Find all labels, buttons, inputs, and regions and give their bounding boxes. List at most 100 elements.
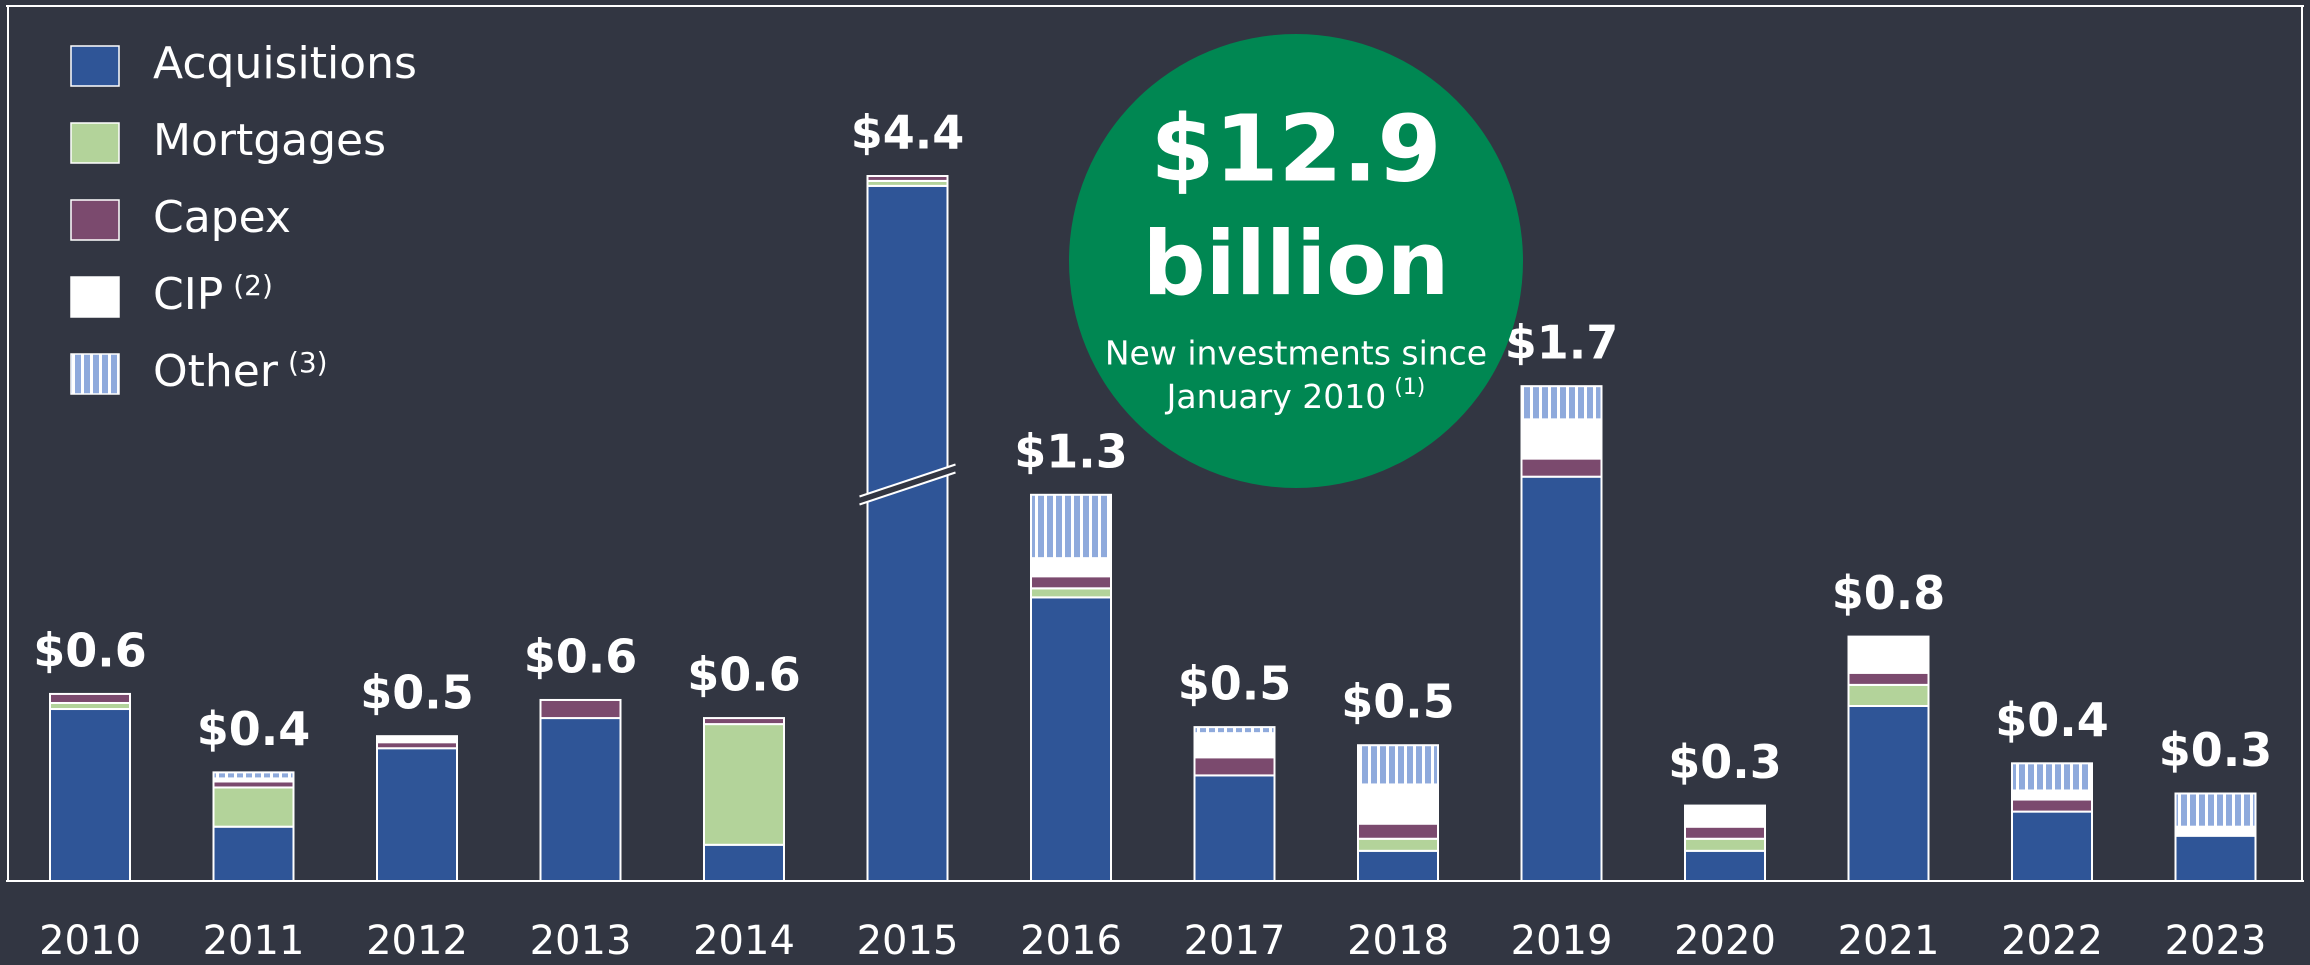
total-label: $1.3: [1014, 424, 1128, 478]
bar-segment: [1030, 596, 1112, 883]
total-label: $0.4: [1995, 693, 2109, 747]
total-label: $0.5: [1341, 675, 1455, 729]
bar-segment: [1193, 732, 1276, 759]
total-label: $0.6: [33, 623, 147, 677]
bar-segment: [1684, 825, 1766, 840]
x-tick-label: 2012: [366, 918, 468, 964]
legend-swatch: [70, 276, 120, 318]
annotation-circle: [1069, 34, 1523, 488]
frame: [6, 5, 2304, 881]
legend-swatch: [70, 199, 120, 241]
bar-segment: [1357, 822, 1439, 840]
x-tick-label: 2011: [203, 918, 305, 964]
bar-segment: [866, 175, 949, 182]
legend-label: Acquisitions: [153, 38, 417, 89]
bar-segment: [1357, 744, 1439, 786]
bar-segment: [212, 771, 295, 780]
x-tick-label: 2010: [39, 918, 141, 964]
total-label: $0.3: [2159, 723, 2273, 777]
legend-label: Capex: [153, 192, 291, 243]
total-label: $0.5: [1178, 657, 1292, 711]
bar-segment: [1030, 575, 1112, 590]
x-tick-label: 2021: [1838, 918, 1940, 964]
total-label: $4.4: [851, 106, 965, 160]
x-tick-label: 2022: [2001, 918, 2103, 964]
bar-segment: [1847, 635, 1930, 674]
annotation-value: $12.9: [1150, 95, 1441, 202]
bar-segment: [866, 184, 949, 882]
bar-segment: [2011, 762, 2093, 792]
bar-segment: [376, 735, 458, 744]
annotation-note: (1): [1394, 375, 1425, 400]
legend-label: CIP: [153, 269, 223, 320]
x-tick-label: 2017: [1184, 918, 1286, 964]
bar-segment: [49, 692, 131, 704]
bar-segment: [2174, 792, 2257, 828]
legend: Acquisitions Mortgages Capex CIP (2) Other (3): [70, 38, 417, 397]
bar-segment: [1520, 475, 1603, 882]
legend-label: Mortgages: [153, 115, 386, 166]
bar-segment: [1357, 849, 1439, 882]
x-tick-label: 2020: [1674, 918, 1776, 964]
bar-segment: [2011, 798, 2093, 813]
bar-segment: [1520, 385, 1603, 421]
bar-segment: [1357, 783, 1439, 825]
legend-swatch: [70, 122, 120, 164]
legend-label: Capex: [153, 192, 291, 243]
annotation-text: January 2010: [1165, 377, 1387, 416]
bar-segment: [1193, 756, 1276, 777]
total-label: $0.4: [197, 702, 311, 756]
total-label: $1.7: [1505, 316, 1619, 370]
bar-segment: [1193, 726, 1276, 735]
bar-segment: [1684, 837, 1766, 852]
bar-segment: [212, 825, 295, 882]
annotation: $12.9 billion New investments since Janu…: [1069, 34, 1523, 488]
total-label: $0.8: [1832, 566, 1946, 620]
x-tick-label: 2023: [2165, 918, 2267, 964]
bar-segment: [1684, 849, 1766, 882]
bar-segment: [376, 747, 458, 883]
bar-segment: [703, 717, 785, 726]
bar-segment: [1847, 683, 1930, 708]
bar-segment: [1193, 774, 1276, 882]
bar-segment: [1847, 705, 1930, 882]
bar-segment: [703, 843, 785, 882]
annotation-text: New investments since: [1105, 334, 1487, 373]
axis-break: [859, 464, 956, 505]
annotation-text: January 2010 (1): [1165, 375, 1426, 416]
bar-segment: [1520, 418, 1603, 460]
bar-segment: [2174, 825, 2257, 837]
bar-segment: [212, 786, 295, 828]
total-label: $0.6: [687, 648, 801, 702]
total-label: $0.5: [360, 666, 474, 720]
bar-segment: [1030, 557, 1112, 578]
x-tick-label: 2015: [857, 918, 959, 964]
x-tick-label: 2016: [1020, 918, 1122, 964]
total-label: $0.3: [1668, 735, 1782, 789]
total-label: $0.6: [524, 629, 638, 683]
axis-break: [859, 471, 956, 506]
bar-segment: [49, 708, 131, 882]
x-tick-label: 2014: [693, 918, 795, 964]
bar-segment: [703, 723, 785, 846]
legend-swatch: [70, 353, 120, 395]
legend-label: CIP (2): [153, 269, 273, 320]
legend-label: Acquisitions: [153, 38, 417, 89]
x-tick-label: 2018: [1347, 918, 1449, 964]
legend-label: Other: [153, 346, 279, 397]
legend-swatch: [70, 45, 120, 87]
bar-segment: [1684, 804, 1766, 828]
axis-break: [859, 463, 956, 498]
bar-segment: [2174, 834, 2257, 883]
bars: $0.6 2010 $0.4 2011 $0.5 2012 $0.6 2013 $0.6 2014…: [33, 106, 2272, 965]
bar-segment: [1030, 587, 1112, 599]
bar-segment: [2011, 789, 2093, 801]
legend-label: Mortgages: [153, 115, 386, 166]
bar-segment: [1357, 837, 1439, 852]
annotation-unit: billion: [1143, 212, 1450, 315]
bar-segment: [1520, 457, 1603, 478]
legend-note: (3): [288, 346, 328, 379]
x-tick-label: 2013: [530, 918, 632, 964]
legend-label: Other (3): [153, 346, 328, 397]
